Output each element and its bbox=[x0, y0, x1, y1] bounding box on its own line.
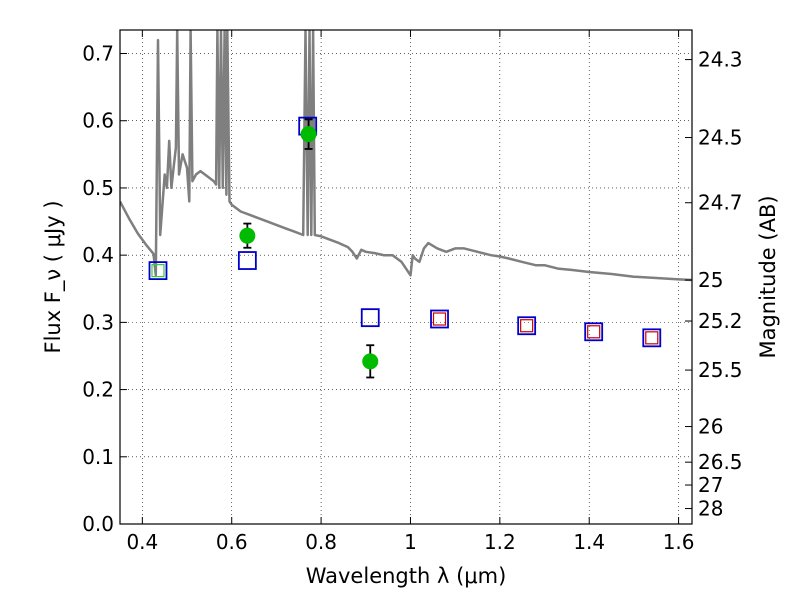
observed-flux-point bbox=[300, 126, 317, 143]
inner-model-square bbox=[645, 331, 659, 345]
right-tick-label: 28 bbox=[698, 497, 723, 521]
right-axis-title: Magnitude (AB) bbox=[756, 195, 780, 358]
y-tick-label: 0.2 bbox=[82, 378, 114, 402]
y-tick-label: 0.1 bbox=[82, 445, 114, 469]
x-tick-label: 1 bbox=[404, 530, 417, 554]
right-tick-label: 24.3 bbox=[698, 48, 743, 72]
model-photometry-square bbox=[584, 322, 604, 342]
right-tick-label: 26.5 bbox=[698, 450, 743, 474]
right-tick-label: 25 bbox=[698, 268, 723, 292]
observed-flux-point bbox=[239, 227, 256, 244]
x-tick-label: 0.6 bbox=[216, 530, 248, 554]
right-tick-label: 25.5 bbox=[698, 358, 743, 382]
x-axis-title: Wavelength λ (μm) bbox=[306, 564, 507, 588]
inner-model-square bbox=[587, 325, 601, 339]
x-tick-label: 1.2 bbox=[484, 530, 516, 554]
grid bbox=[120, 30, 692, 525]
inner-model-square bbox=[520, 319, 534, 333]
right-tick-label: 27 bbox=[698, 473, 723, 497]
plot-area bbox=[120, 30, 692, 379]
observed-flux-point bbox=[362, 353, 379, 370]
right-tick-label: 25.2 bbox=[698, 309, 743, 333]
model-photometry-square bbox=[642, 328, 662, 348]
model-spectrum-line bbox=[120, 30, 692, 282]
y-tick-label: 0.6 bbox=[82, 109, 114, 133]
inner-model-square bbox=[432, 312, 447, 326]
model-photometry-square bbox=[517, 316, 537, 336]
axes: 0.4 0.6 0.8 1 1.2 1.4 1.6 0.0 0.1 0.2 0.3 0.4 0.5 0.6… bbox=[82, 30, 743, 554]
y-tick-label: 0.4 bbox=[82, 243, 114, 267]
model-photometry-square bbox=[360, 308, 380, 328]
model-photometry-square bbox=[148, 261, 168, 281]
right-tick-label: 24.7 bbox=[698, 191, 743, 215]
x-tick-label: 0.4 bbox=[126, 530, 158, 554]
x-tick-label: 1.4 bbox=[573, 530, 605, 554]
y-tick-label: 0.0 bbox=[82, 512, 114, 536]
right-tick-label: 26 bbox=[698, 415, 723, 439]
model-photometry-square bbox=[430, 309, 449, 329]
inner-model-square bbox=[151, 264, 165, 278]
plot-frame bbox=[119, 29, 693, 525]
x-tick-label: 0.8 bbox=[305, 530, 337, 554]
y-axis-title: Flux F_ν ( μJy ) bbox=[41, 200, 66, 353]
y-tick-label: 0.5 bbox=[82, 176, 114, 200]
y-tick-label: 0.7 bbox=[82, 42, 114, 66]
right-tick-label: 24.5 bbox=[698, 126, 743, 150]
x-tick-label: 1.6 bbox=[663, 530, 695, 554]
y-tick-label: 0.3 bbox=[82, 310, 114, 334]
model-photometry-square bbox=[237, 251, 257, 270]
